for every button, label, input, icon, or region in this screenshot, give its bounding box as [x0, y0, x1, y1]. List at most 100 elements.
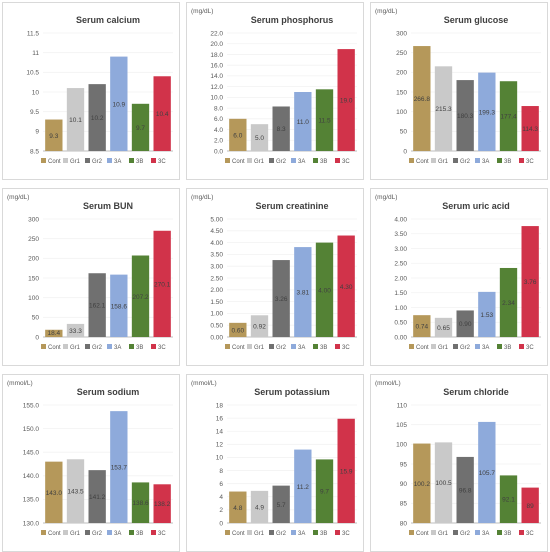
y-tick-label: 10	[32, 89, 40, 96]
data-label: 6.0	[233, 132, 242, 139]
y-tick-label: 135.0	[23, 497, 40, 504]
legend-label: Cont	[232, 159, 245, 165]
data-label: 1.53	[481, 312, 494, 319]
legend-label: Gr1	[438, 345, 449, 351]
data-label: 4.30	[340, 284, 353, 291]
legend-label: 3A	[114, 531, 121, 537]
data-label: 10.9	[113, 101, 126, 108]
y-tick-label: 4	[219, 494, 223, 501]
data-label: 162.1	[89, 303, 106, 310]
chart-title: Serum sodium	[77, 387, 140, 397]
y-tick-label: 11	[32, 50, 39, 57]
data-label: 105.7	[479, 470, 496, 477]
data-label: 18.4	[48, 330, 61, 337]
legend-label: Cont	[48, 159, 61, 165]
y-tick-label: 3.50	[394, 231, 407, 238]
data-label: 153.7	[111, 465, 128, 472]
y-tick-label: 16.0	[210, 62, 223, 69]
legend-label: 3B	[504, 159, 511, 165]
unit-label: (mmol/L)	[7, 380, 33, 387]
y-tick-label: 11.5	[27, 30, 40, 37]
data-label: 114.3	[522, 126, 538, 133]
legend-swatch	[453, 344, 458, 349]
bar-gr2	[272, 106, 290, 151]
legend-swatch	[313, 344, 318, 349]
serum-sodium-svg: (mmol/L) Serum sodium 130.0 135.0 140.0 145.0…	[7, 380, 173, 537]
bar-3b	[499, 475, 518, 523]
legend-label: 3A	[114, 159, 121, 165]
data-label: 19.0	[340, 98, 353, 105]
data-label: 96.8	[459, 487, 472, 494]
bar-3b	[131, 482, 150, 523]
bar-gr1	[434, 442, 453, 523]
data-label: 3.81	[297, 290, 310, 297]
data-label: 92.1	[502, 497, 515, 504]
legend-label: Gr1	[254, 531, 265, 537]
y-tick-label: 100	[396, 109, 407, 116]
chart-title: Serum uric acid	[442, 201, 510, 211]
bar-3b	[315, 242, 334, 337]
chart-title: Serum BUN	[83, 201, 133, 211]
bar-3c	[337, 418, 355, 523]
y-tick-label: 250	[28, 236, 39, 243]
legend-swatch	[225, 530, 230, 535]
legend-swatch	[335, 530, 340, 535]
legend-label: Cont	[416, 345, 429, 351]
legend-swatch	[291, 530, 296, 535]
data-label: 9.7	[136, 125, 145, 132]
bar-cont	[229, 118, 247, 151]
bar-gr2	[456, 80, 474, 151]
bar-3b	[315, 459, 334, 523]
y-tick-label: 1.00	[394, 305, 407, 312]
legend-swatch	[409, 344, 414, 349]
y-tick-label: 150.0	[23, 426, 40, 433]
data-label: 158.6	[111, 303, 128, 310]
legend-swatch	[247, 344, 252, 349]
bar-3c	[153, 484, 171, 523]
legend-swatch	[497, 158, 502, 163]
data-label: 5.0	[255, 135, 264, 142]
serum-uric-acid-svg: (mg/dL) Serum uric acid 0.00 0.50 1.00 1.50 2.…	[375, 194, 541, 351]
y-tick-label: 12.0	[210, 84, 223, 91]
legend-label: 3A	[298, 159, 305, 165]
data-label: 0.65	[437, 325, 450, 332]
legend-label: 3C	[526, 531, 534, 537]
bar-gr1	[250, 124, 269, 151]
unit-label: (mg/dL)	[375, 194, 397, 201]
legend-label: 3B	[504, 345, 511, 351]
y-tick-label: 16	[216, 415, 224, 422]
bar-gr2	[456, 310, 474, 337]
legend-swatch	[335, 158, 340, 163]
y-tick-label: 10	[216, 455, 224, 462]
legend-label: 3A	[482, 159, 489, 165]
bar-3a	[294, 247, 312, 337]
legend-swatch	[129, 530, 134, 535]
bar-3c	[337, 49, 355, 151]
legend-label: Gr2	[92, 531, 103, 537]
serum-creatinine-svg: (mg/dL) Serum creatinine 0.00 0.50 1.00 1.50 2…	[191, 194, 357, 351]
legend-swatch	[151, 158, 156, 163]
data-label: 100.2	[414, 481, 431, 488]
unit-label: (mmol/L)	[191, 380, 217, 387]
legend-label: Cont	[232, 531, 245, 537]
bar-cont	[229, 322, 247, 337]
serum-glucose-svg: (mg/dL) Serum glucose 0 50 100 150 200 250 300 26…	[375, 8, 541, 165]
bar-3b	[499, 267, 518, 337]
y-tick-label: 8	[219, 468, 223, 475]
legend-swatch	[41, 530, 46, 535]
legend-swatch	[453, 530, 458, 535]
legend-swatch	[313, 158, 318, 163]
legend-label: Gr2	[276, 531, 287, 537]
legend-label: Cont	[232, 345, 245, 351]
legend-label: Gr1	[254, 159, 265, 165]
unit-label: (mg/dL)	[7, 194, 29, 201]
legend-label: 3C	[158, 159, 166, 165]
bar-3c	[521, 487, 539, 523]
bar-gr2	[88, 84, 106, 151]
y-tick-label: 3.00	[210, 264, 223, 271]
legend-label: Gr2	[460, 159, 471, 165]
unit-label: (mg/dL)	[191, 8, 213, 15]
bar-3c	[153, 76, 171, 151]
y-tick-label: 4.0	[214, 127, 223, 134]
legend-label: 3B	[136, 531, 143, 537]
